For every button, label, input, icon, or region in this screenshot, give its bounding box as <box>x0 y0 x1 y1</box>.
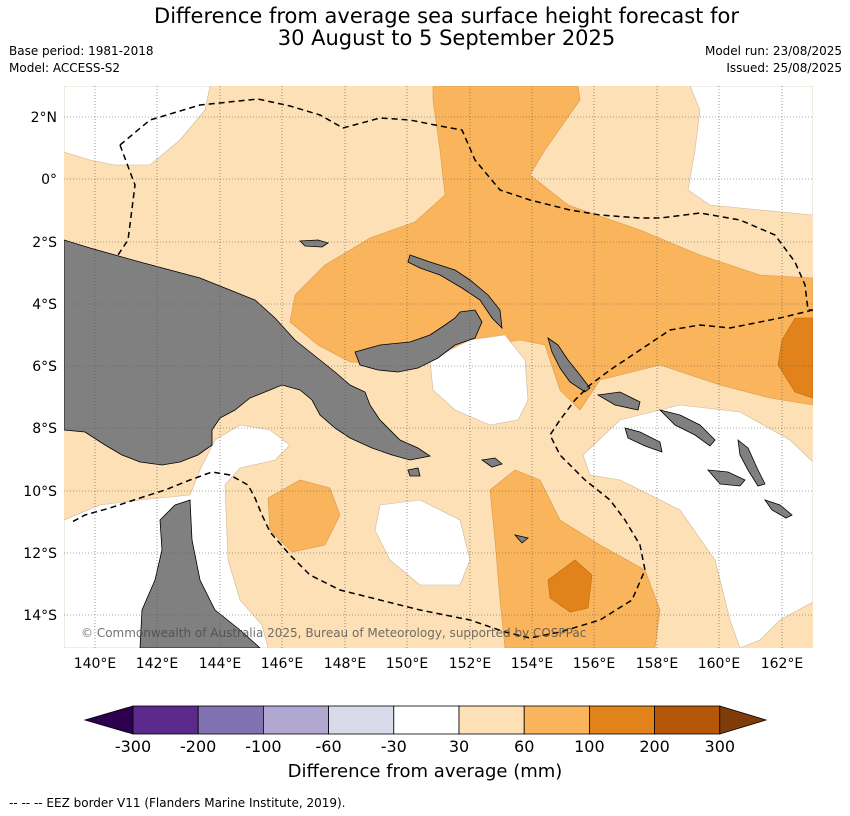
meta-left: Base period: 1981-2018 Model: ACCESS-S2 <box>9 43 154 77</box>
land-bougainville <box>547 337 591 393</box>
colorbar-tick-label: 200 <box>639 737 670 756</box>
lon-tick-146: 146°E <box>261 656 304 672</box>
land-vanuatu <box>763 499 793 519</box>
anomaly-neutral-zone-centre <box>429 334 529 426</box>
lon-tick-148: 148°E <box>324 656 367 672</box>
colorbar-tick-label: -60 <box>316 737 342 756</box>
lon-tick-140: 140°E <box>74 656 117 672</box>
title-line-2: 30 August to 5 September 2025 <box>277 26 616 50</box>
lat-tick-4s: 4°S <box>32 297 57 313</box>
lon-tick-154: 154°E <box>511 656 554 672</box>
land-louisiade <box>480 457 503 468</box>
base-period: Base period: 1981-2018 <box>9 44 154 58</box>
anomaly-60-100-zone-north <box>289 86 813 411</box>
land-new-guinea <box>64 239 432 466</box>
colorbar-segment <box>589 705 656 735</box>
colorbar-tick-label: -200 <box>180 737 216 756</box>
colorbar-tick-label: -100 <box>245 737 281 756</box>
lon-tick-144: 144°E <box>199 656 242 672</box>
lat-tick-10s: 10°S <box>23 484 57 500</box>
model-name: Model: ACCESS-S2 <box>9 61 121 75</box>
colorbar-segment <box>262 705 329 735</box>
lat-tick-12s: 12°S <box>23 546 57 562</box>
lat-tick-2n: 2°N <box>31 110 57 126</box>
lon-tick-150: 150°E <box>386 656 429 672</box>
anomaly-neutral-zone-nw <box>64 86 211 166</box>
anomaly-60-100-zone-south <box>489 469 661 648</box>
copyright-notice: © Commonwealth of Australia 2025, Bureau… <box>81 626 586 640</box>
colorbar-segment <box>654 705 721 735</box>
colorbar-tick-label: 100 <box>574 737 605 756</box>
lon-tick-152: 152°E <box>449 656 492 672</box>
lon-tick-162: 162°E <box>761 656 804 672</box>
land-solomon-islands-1 <box>596 391 641 411</box>
colorbar-segment <box>458 705 525 735</box>
colorbar-tick-label: -300 <box>115 737 151 756</box>
model-run: Model run: 23/08/2025 <box>704 44 842 58</box>
land-woodlark <box>407 467 421 477</box>
lon-tick-156: 156°E <box>573 656 616 672</box>
colorbar-tick-label: 30 <box>449 737 469 756</box>
anomaly-100-200-zone-south <box>547 559 593 613</box>
colorbar: -300 -200 -100 -60 -30 30 60 100 200 300 <box>83 705 768 756</box>
colorbar-segment <box>197 705 264 735</box>
lon-tick-158: 158°E <box>636 656 679 672</box>
lon-tick-160: 160°E <box>698 656 741 672</box>
land-solomon-islands-4 <box>707 469 746 487</box>
land-solomon-islands-5 <box>737 439 766 487</box>
meta-right: Model run: 23/08/2025 Issued: 25/08/2025 <box>705 43 842 77</box>
anomaly-neutral-zone-coral-sea <box>374 499 471 586</box>
anomaly-60-100-zone-west <box>267 479 341 553</box>
colorbar-label: Difference from average (mm) <box>287 761 563 782</box>
lat-tick-2s: 2°S <box>32 235 57 251</box>
issued-date: Issued: 25/08/2025 <box>726 61 842 75</box>
colorbar-segment <box>328 705 395 735</box>
lat-tick-14s: 14°S <box>23 608 57 624</box>
title-line-1: Difference from average sea surface heig… <box>154 4 739 28</box>
eez-footer-note: -- -- -- EEZ border V11 (Flanders Marine… <box>9 796 346 810</box>
colorbar-tick-label: 300 <box>705 737 736 756</box>
land-new-britain <box>354 309 483 373</box>
colorbar-extend-high <box>719 705 768 735</box>
anomaly-100-200-zone-east <box>777 317 813 399</box>
lat-tick-0: 0° <box>41 172 57 188</box>
land-cape-york <box>139 499 261 648</box>
lon-tick-142: 142°E <box>136 656 179 672</box>
land-solomon-islands-2 <box>658 409 716 447</box>
colorbar-tick-label: 60 <box>514 737 534 756</box>
colorbar-tick-label: -30 <box>381 737 407 756</box>
anomaly-neutral-zone-ne <box>687 86 813 216</box>
lat-tick-6s: 6°S <box>32 359 57 375</box>
colorbar-segment <box>132 705 199 735</box>
colorbar-extend-low <box>83 705 134 735</box>
gridlines <box>64 86 813 648</box>
land-new-ireland <box>407 254 503 330</box>
land-rossel <box>513 534 529 544</box>
map-area: © Commonwealth of Australia 2025, Bureau… <box>64 86 813 648</box>
lat-tick-8s: 8°S <box>32 421 57 437</box>
colorbar-segment <box>393 705 460 735</box>
colorbar-segment <box>523 705 590 735</box>
land-solomon-islands-3 <box>624 427 663 453</box>
eez-border <box>71 98 813 639</box>
